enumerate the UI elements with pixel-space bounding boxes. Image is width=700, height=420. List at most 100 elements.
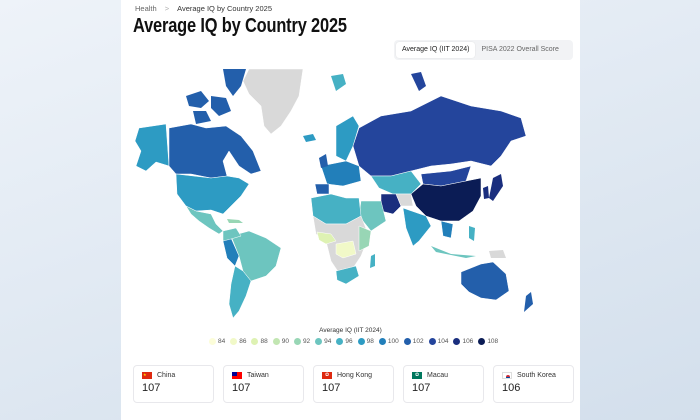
region-novaya-zemlya[interactable] bbox=[411, 72, 426, 91]
south-korea-flag-icon bbox=[502, 372, 512, 379]
legend-label: 84 bbox=[218, 338, 226, 345]
legend-item[interactable]: 88 bbox=[251, 338, 268, 345]
legend-item[interactable]: 104 bbox=[428, 338, 449, 345]
breadcrumb-health-link[interactable]: Health bbox=[135, 4, 157, 13]
country-card-macau[interactable]: ✿ Macau 107 bbox=[403, 365, 484, 403]
legend-label: 104 bbox=[437, 338, 449, 345]
region-spain[interactable] bbox=[314, 183, 330, 195]
region-colombia[interactable] bbox=[222, 227, 242, 242]
taiwan-flag-icon bbox=[232, 372, 242, 379]
country-name: Taiwan bbox=[247, 372, 269, 379]
tab-pisa-2022[interactable]: PISA 2022 Overall Score bbox=[481, 46, 559, 53]
country-value: 106 bbox=[502, 382, 521, 394]
legend-item[interactable]: 100 bbox=[378, 338, 399, 345]
region-brazil[interactable] bbox=[230, 230, 282, 282]
region-svalbard[interactable] bbox=[331, 74, 346, 91]
legend-swatch bbox=[403, 338, 411, 345]
legend-item[interactable]: 86 bbox=[230, 338, 246, 345]
country-card-hong-kong[interactable]: ✿ Hong Kong 107 bbox=[313, 365, 394, 403]
region-kazakhstan[interactable] bbox=[370, 170, 422, 195]
legend-label: 86 bbox=[239, 338, 247, 345]
region-mexico[interactable] bbox=[185, 205, 224, 235]
country-value: 107 bbox=[232, 382, 251, 394]
region-new-zealand[interactable] bbox=[524, 292, 533, 312]
region-india[interactable] bbox=[402, 207, 432, 247]
region-iceland[interactable] bbox=[303, 134, 316, 142]
legend-item[interactable]: 102 bbox=[403, 338, 424, 345]
country-card-china[interactable]: ★ China 107 bbox=[133, 365, 214, 403]
legend-label: 108 bbox=[487, 338, 499, 345]
region-south-africa[interactable] bbox=[335, 265, 360, 285]
hong-kong-flag-icon: ✿ bbox=[322, 372, 332, 379]
region-east-africa[interactable] bbox=[358, 225, 372, 252]
region-japan[interactable] bbox=[489, 174, 503, 201]
legend-label: 94 bbox=[324, 338, 332, 345]
legend-swatch bbox=[357, 338, 365, 345]
legend-item[interactable]: 106 bbox=[453, 338, 473, 345]
breadcrumb-separator: > bbox=[164, 4, 170, 13]
country-card-south-korea[interactable]: South Korea 106 bbox=[493, 365, 574, 403]
region-argentina[interactable] bbox=[228, 265, 252, 319]
legend-swatch bbox=[336, 338, 344, 345]
legend-item[interactable]: 84 bbox=[209, 338, 225, 345]
map-legend: 84 86 88 90 92 94 96 98 100 102 104 106 108 bbox=[209, 338, 498, 345]
legend-item[interactable]: 92 bbox=[293, 338, 311, 345]
region-alaska[interactable] bbox=[134, 123, 170, 172]
country-name: Macau bbox=[427, 372, 449, 379]
metric-tabs: Average IQ (IIT 2024) PISA 2022 Overall … bbox=[394, 40, 573, 60]
region-canada[interactable] bbox=[168, 123, 262, 179]
region-png[interactable] bbox=[489, 250, 506, 258]
legend-swatch bbox=[315, 338, 323, 345]
region-west-africa[interactable] bbox=[316, 231, 337, 245]
region-madagascar[interactable] bbox=[370, 254, 375, 268]
legend-label: 106 bbox=[462, 338, 474, 345]
region-se-asia[interactable] bbox=[440, 220, 454, 239]
country-value: 107 bbox=[142, 382, 161, 394]
breadcrumb-current: Average IQ by Country 2025 bbox=[177, 4, 272, 13]
legend-swatch bbox=[478, 338, 486, 345]
region-russia[interactable] bbox=[352, 95, 527, 177]
legend-label: 96 bbox=[345, 338, 353, 345]
legend-label: 102 bbox=[412, 338, 424, 345]
legend-item[interactable]: 98 bbox=[357, 338, 374, 345]
legend-swatch bbox=[453, 338, 461, 345]
country-value: 107 bbox=[412, 382, 431, 394]
region-philippines[interactable] bbox=[469, 226, 475, 241]
region-congo[interactable] bbox=[335, 240, 357, 259]
legend-swatch bbox=[293, 338, 301, 345]
region-canada-arctic[interactable] bbox=[223, 69, 246, 96]
world-choropleth-map[interactable] bbox=[131, 66, 571, 322]
region-canada-islands[interactable] bbox=[186, 91, 231, 124]
legend-item[interactable]: 90 bbox=[272, 338, 289, 345]
breadcrumb: Health > Average IQ by Country 2025 bbox=[135, 4, 272, 13]
top-countries-cards: ★ China 107 Taiwan 107 ✿ Hong Kong 107 ✿… bbox=[133, 365, 574, 403]
region-uk[interactable] bbox=[319, 154, 328, 168]
region-usa[interactable] bbox=[175, 173, 250, 215]
country-name: South Korea bbox=[517, 372, 556, 379]
region-australia[interactable] bbox=[460, 261, 510, 301]
region-caribbean[interactable] bbox=[227, 219, 243, 223]
china-flag-icon: ★ bbox=[142, 372, 152, 379]
country-card-taiwan[interactable]: Taiwan 107 bbox=[223, 365, 304, 403]
legend-swatch bbox=[209, 338, 216, 345]
region-greenland[interactable] bbox=[242, 68, 304, 135]
region-afghanistan[interactable] bbox=[395, 193, 414, 207]
legend-item[interactable]: 94 bbox=[315, 338, 331, 345]
legend-item[interactable]: 96 bbox=[336, 338, 353, 345]
legend-swatch bbox=[428, 338, 436, 345]
legend-title: Average IQ (IIT 2024) bbox=[319, 327, 382, 334]
country-name: Hong Kong bbox=[337, 372, 373, 379]
legend-label: 92 bbox=[302, 338, 311, 345]
region-china[interactable] bbox=[410, 177, 482, 222]
legend-item[interactable]: 108 bbox=[478, 338, 498, 345]
legend-swatch bbox=[230, 338, 238, 345]
legend-label: 100 bbox=[387, 338, 399, 345]
region-indonesia[interactable] bbox=[431, 246, 476, 258]
page-title: Average IQ by Country 2025 bbox=[133, 15, 347, 37]
legend-label: 88 bbox=[260, 338, 268, 345]
region-korea[interactable] bbox=[483, 186, 489, 199]
tab-average-iq[interactable]: Average IQ (IIT 2024) bbox=[396, 42, 476, 58]
legend-swatch bbox=[251, 338, 259, 345]
content-panel: Health > Average IQ by Country 2025 Aver… bbox=[121, 0, 580, 420]
country-name: China bbox=[157, 372, 176, 379]
